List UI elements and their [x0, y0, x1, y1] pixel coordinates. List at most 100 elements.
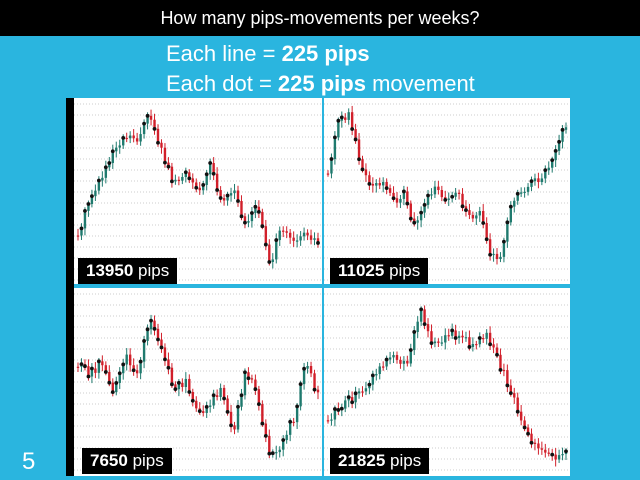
candle-body — [261, 211, 264, 227]
candle-body — [447, 335, 450, 337]
candle-body — [212, 395, 215, 406]
candle-body — [468, 210, 471, 215]
pip-dot — [156, 140, 160, 145]
chart-panel-bottom-left: 7650 pips — [74, 288, 322, 476]
header-bar: How many pips-movements per weeks? — [0, 0, 640, 36]
candle-body — [268, 435, 271, 454]
candle-body — [423, 309, 426, 325]
candle-body — [547, 167, 550, 171]
pip-dot — [194, 185, 199, 190]
pip-dot — [508, 204, 513, 209]
candle-body — [205, 406, 208, 413]
candle-body — [433, 186, 437, 195]
candle-body — [509, 385, 513, 394]
candle-body — [333, 408, 337, 420]
candle-body — [471, 344, 475, 347]
pip-dot — [505, 383, 510, 388]
candle-body — [409, 350, 412, 364]
candle-body — [198, 187, 201, 191]
candle-body — [142, 123, 146, 135]
candle-body — [478, 338, 481, 345]
pip-dot — [508, 391, 513, 396]
candle-body — [80, 228, 83, 236]
candle-body — [526, 186, 530, 192]
candle-body — [561, 454, 564, 456]
pip-dot — [107, 380, 112, 385]
candlestick-chart-top-right — [324, 103, 570, 281]
candle-body — [83, 210, 87, 229]
pip-dot — [270, 451, 275, 456]
candle-body — [392, 192, 395, 199]
pip-dot — [453, 336, 458, 340]
candle-body — [523, 191, 526, 194]
pip-dot — [336, 118, 341, 123]
candle-body — [202, 411, 205, 413]
pip-dot — [239, 393, 244, 398]
candle-body — [167, 359, 170, 368]
candle-body — [302, 368, 306, 385]
pip-dot — [550, 452, 555, 457]
candlestick-chart-top-left — [74, 103, 322, 281]
candle-body — [278, 230, 281, 241]
candle-body — [87, 204, 90, 211]
candle-body — [395, 198, 399, 203]
candle-body — [111, 382, 114, 393]
pip-dot — [218, 196, 223, 200]
legend-line-2-prefix: Each dot = — [166, 71, 278, 96]
pip-dot — [176, 380, 181, 385]
candle-body — [271, 259, 274, 262]
candle-body — [306, 232, 309, 236]
pip-dot — [450, 328, 455, 333]
candle-body — [132, 365, 135, 371]
pip-dot — [564, 449, 568, 454]
candle-body — [364, 169, 368, 176]
candle-body — [357, 391, 361, 394]
candle-body — [337, 120, 340, 138]
candle-body — [488, 239, 492, 255]
candle-body — [454, 330, 457, 338]
pip-dot — [339, 406, 344, 411]
candle-body — [115, 382, 118, 393]
candlestick-chart-bottom-left — [74, 293, 322, 471]
legend-line-1-prefix: Each line = — [166, 41, 282, 66]
pip-dot — [260, 421, 265, 426]
pip-dot — [302, 366, 306, 371]
candle-body — [236, 190, 240, 201]
candle-body — [354, 129, 357, 140]
pip-dot — [495, 352, 499, 357]
candle-body — [357, 139, 361, 160]
pip-dot — [419, 210, 424, 215]
pip-dot — [274, 238, 279, 242]
pip-dot — [408, 216, 413, 221]
pip-dot — [412, 330, 417, 334]
pip-dot — [201, 183, 206, 187]
pip-dot — [350, 127, 355, 131]
pip-dot — [86, 374, 91, 379]
candle-body — [485, 222, 488, 240]
candle-body — [457, 335, 461, 338]
pip-dot — [384, 186, 389, 191]
candle-body — [128, 135, 132, 139]
candle-body — [409, 203, 412, 219]
pip-dot — [152, 126, 157, 131]
candle-body — [419, 309, 423, 322]
candle-body — [153, 320, 156, 329]
pip-dot — [83, 208, 87, 213]
candle-body — [132, 135, 135, 139]
pip-dot — [236, 199, 240, 203]
candle-body — [302, 232, 306, 237]
pips-unit: pips — [138, 261, 170, 280]
candle-body — [554, 454, 557, 460]
candle-body — [447, 198, 450, 200]
candle-body — [406, 360, 409, 364]
pips-unit: pips — [389, 261, 421, 280]
legend-line-1-value: 225 pips — [281, 41, 370, 66]
candle-body — [104, 167, 108, 178]
candle-body — [516, 397, 519, 412]
candle-body — [101, 177, 104, 181]
candle-body — [108, 372, 111, 383]
candle-body — [368, 175, 371, 184]
pip-dot — [336, 408, 341, 412]
candle-body — [471, 214, 475, 219]
candle-body — [402, 360, 406, 364]
